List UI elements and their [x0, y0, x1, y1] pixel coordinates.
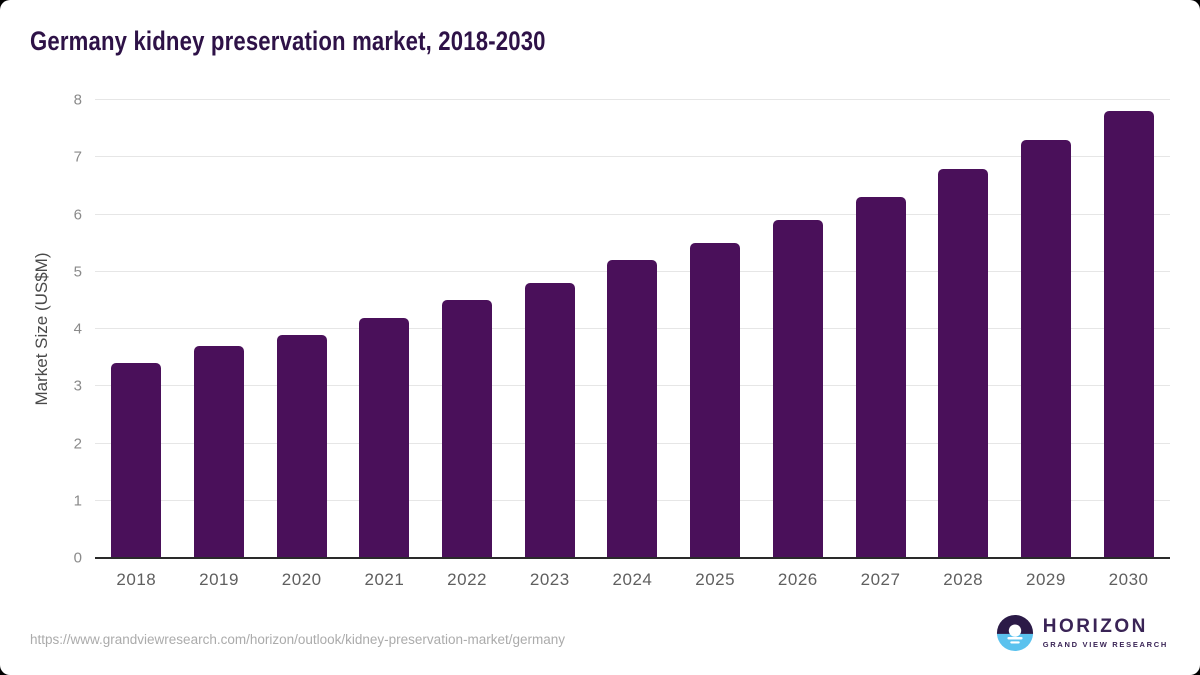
- x-tick-label-2019: 2019: [199, 570, 239, 589]
- x-tick-label-2024: 2024: [612, 570, 653, 589]
- bar-slot: [260, 100, 343, 558]
- bar-slot: [1087, 100, 1170, 558]
- gridline-7: [95, 156, 1170, 158]
- source-url: https://www.grandviewresearch.com/horizo…: [30, 632, 565, 647]
- chart-title: Germany kidney preservation market, 2018…: [30, 26, 546, 56]
- bar-slot: [508, 100, 591, 558]
- bar-2019: [194, 346, 245, 558]
- bar-2023: [524, 283, 575, 558]
- bar-slot: [922, 100, 1005, 558]
- horizon-logo-icon: [996, 614, 1033, 652]
- bar-2027: [855, 197, 906, 558]
- x-tick-label-2030: 2030: [1108, 570, 1149, 589]
- bar-2026: [772, 220, 823, 558]
- x-tick-label-2023: 2023: [529, 570, 570, 589]
- y-tick-label-5: 5: [73, 263, 82, 281]
- bar-2030: [1103, 111, 1154, 558]
- horizon-logo: HORIZON GRAND VIEW RESEARCH: [996, 614, 1168, 652]
- gridline-8: [95, 99, 1170, 100]
- bar-slot: [178, 100, 261, 558]
- y-tick-label-0: 0: [73, 549, 82, 567]
- x-tick-label-2028: 2028: [943, 570, 984, 589]
- x-tick-label-2020: 2020: [281, 570, 322, 589]
- x-tick-label-2026: 2026: [777, 570, 818, 589]
- bar-slot: [591, 100, 674, 558]
- x-tick-label-2025: 2025: [695, 570, 736, 589]
- bar-2025: [690, 243, 741, 558]
- x-axis-line: [95, 557, 1170, 559]
- bar-2029: [1020, 140, 1071, 558]
- gridline-6: [95, 213, 1170, 215]
- bar-slot: [426, 100, 509, 558]
- horizon-logo-text: HORIZON GRAND VIEW RESEARCH: [1042, 616, 1168, 649]
- bar-slot: [1005, 100, 1088, 558]
- y-tick-label-4: 4: [73, 320, 82, 338]
- y-tick-labels: 0 1 2 3 4 5 6 7 8: [38, 92, 82, 567]
- x-axis-labels: 2018 2019 2020 2021 2022 2023 2024 2025 2026 2027…: [95, 570, 1170, 590]
- y-tick-label-1: 1: [73, 492, 82, 510]
- bar-2018: [111, 363, 162, 558]
- bar-slot: [674, 100, 757, 558]
- x-tick-label-2021: 2021: [364, 570, 405, 589]
- logo-subtitle: GRAND VIEW RESEARCH: [1042, 639, 1168, 649]
- logo-name: HORIZON: [1042, 616, 1148, 638]
- bars: [95, 100, 1170, 558]
- bar-2022: [442, 300, 493, 558]
- bar-slot: [95, 100, 178, 558]
- bar-2021: [359, 317, 410, 558]
- x-tick-label-2029: 2029: [1025, 570, 1066, 589]
- bar-2020: [276, 334, 327, 558]
- bar-chart-plot-area: [95, 99, 1170, 559]
- bar-slot: [839, 100, 922, 558]
- y-tick-label-6: 6: [73, 206, 82, 223]
- x-tick-label-2022: 2022: [447, 570, 487, 589]
- x-tick-label-2018: 2018: [116, 570, 157, 589]
- y-tick-label-7: 7: [73, 148, 82, 166]
- bar-slot: [757, 100, 840, 558]
- bar-2028: [938, 168, 989, 558]
- x-tick-label-2027: 2027: [860, 570, 901, 589]
- y-tick-label-8: 8: [73, 91, 82, 109]
- bar-2024: [607, 260, 658, 558]
- y-tick-label-2: 2: [73, 435, 82, 452]
- bar-slot: [343, 100, 426, 558]
- y-tick-label-3: 3: [73, 377, 82, 395]
